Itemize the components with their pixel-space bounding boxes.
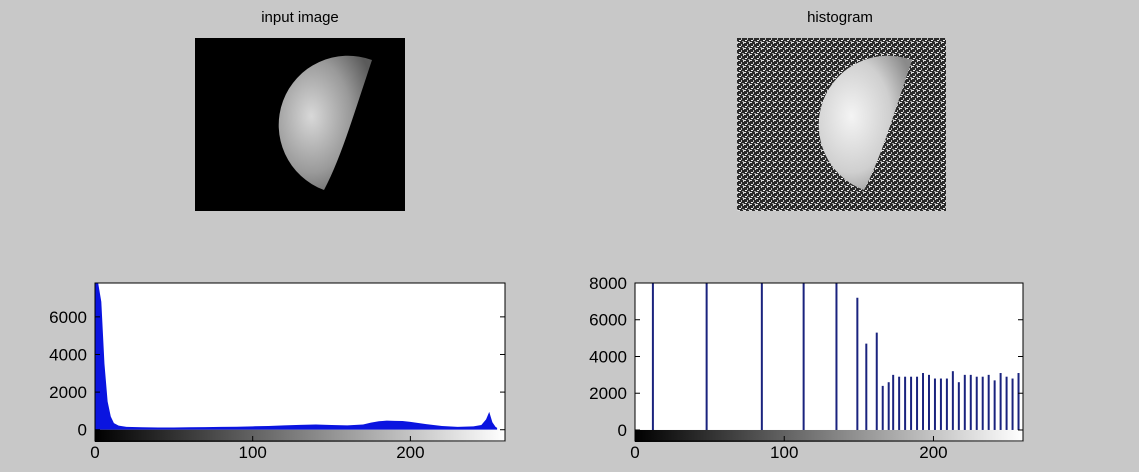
x-tick-label: 100 bbox=[770, 443, 798, 462]
y-tick-label: 4000 bbox=[589, 347, 627, 366]
histogram-title: histogram bbox=[807, 9, 873, 26]
input-histogram: 0 2000 4000 6000 0 100 200 bbox=[49, 282, 506, 462]
y-tick-label: 8000 bbox=[589, 274, 627, 293]
equalized-moon-image bbox=[737, 38, 946, 211]
x-tick-label: 0 bbox=[90, 443, 99, 462]
intensity-colorbar bbox=[635, 429, 1023, 442]
x-tick-label: 200 bbox=[919, 443, 947, 462]
axes-frame bbox=[94, 282, 506, 442]
plot-area bbox=[95, 283, 505, 441]
input-moon-image bbox=[195, 38, 405, 211]
x-tick-label: 100 bbox=[239, 443, 267, 462]
y-tick-label: 2000 bbox=[589, 384, 627, 403]
y-tick-label: 0 bbox=[618, 421, 627, 440]
x-tick-label: 200 bbox=[396, 443, 424, 462]
axes-frame bbox=[634, 282, 1024, 442]
y-tick-label: 2000 bbox=[49, 383, 87, 402]
y-tick-label: 6000 bbox=[49, 308, 87, 327]
x-tick-label: 0 bbox=[630, 443, 639, 462]
y-tick-label: 6000 bbox=[589, 311, 627, 330]
intensity-colorbar bbox=[95, 429, 505, 442]
y-tick-label: 0 bbox=[78, 421, 87, 440]
y-tick-label: 4000 bbox=[49, 345, 87, 364]
equalized-histogram: 0 2000 4000 6000 8000 0 100 200 bbox=[589, 274, 1024, 462]
input-image-title: input image bbox=[261, 9, 339, 26]
